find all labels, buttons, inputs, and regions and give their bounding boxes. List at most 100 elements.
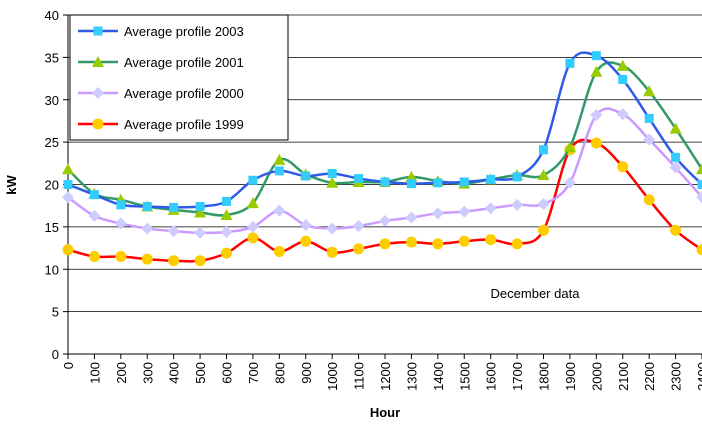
annotation: December data [491,286,581,301]
marker [669,122,682,134]
marker [88,251,100,263]
marker [167,225,180,238]
marker [538,224,549,236]
x-tick-label: 300 [140,362,155,384]
marker [246,220,259,233]
marker [511,198,524,211]
marker [433,178,443,188]
marker [669,161,682,174]
marker [590,65,603,77]
marker [299,219,312,232]
marker [221,247,232,259]
marker [486,174,496,184]
legend-label: Average profile 2003 [124,24,244,39]
marker [696,244,702,256]
marker [248,175,258,185]
legend-box [69,14,289,141]
marker [141,253,153,265]
x-tick-label: 800 [272,362,287,384]
legend-label: Average profile 2001 [124,55,244,70]
marker [618,74,628,84]
x-tick-label: 1200 [378,362,393,391]
y-tick-label: 15 [45,220,59,235]
marker [141,222,154,235]
marker [590,109,603,122]
marker [194,255,206,267]
x-tick-label: 700 [246,362,261,384]
x-tick-label: 2000 [589,362,604,391]
marker [116,200,126,210]
marker [643,194,655,206]
marker [62,163,74,175]
marker [459,177,469,187]
legend: Average profile 2003 Average profile 2001… [69,14,289,141]
marker [537,169,550,181]
marker [590,137,602,149]
marker [670,224,682,236]
marker [565,58,575,68]
marker [643,85,656,97]
x-tick-label: 1500 [457,362,472,391]
marker [485,234,497,246]
marker [696,191,702,204]
marker [352,220,365,233]
marker [273,245,285,257]
marker [432,238,444,250]
marker [114,217,127,230]
marker [326,246,338,258]
marker [458,235,470,247]
y-tick-label: 30 [45,93,59,108]
marker [63,180,73,189]
marker [274,166,284,176]
x-tick-label: 2200 [642,362,657,391]
x-tick-label: 1000 [325,362,340,391]
marker [379,214,391,227]
x-tick-label: 400 [167,362,182,384]
marker [194,226,207,239]
marker [405,236,417,248]
marker [512,172,522,182]
x-tick-label: 1400 [431,362,446,391]
y-tick-label: 0 [52,347,59,362]
x-tick-label: 2400 [695,362,702,391]
x-tick-label: 600 [220,362,235,384]
marker [301,171,311,181]
x-tick-label: 0 [61,362,76,369]
x-tick-label: 1300 [404,362,419,391]
marker [539,145,548,155]
marker [591,51,601,61]
marker [220,209,233,221]
marker [379,238,391,250]
marker [194,206,207,218]
x-tick-label: 1100 [352,362,367,390]
marker [431,207,444,220]
marker [195,202,205,212]
marker [92,118,104,130]
x-tick-label: 1600 [484,362,499,391]
marker [671,152,681,162]
marker [405,170,418,182]
marker [458,205,471,218]
marker [273,204,286,217]
marker [563,141,576,153]
x-axis-label: Hour [370,405,400,420]
marker [273,153,286,165]
marker [511,238,523,250]
marker [484,202,497,215]
marker [643,133,656,146]
marker [537,197,550,210]
marker [246,197,259,209]
marker [644,113,654,123]
marker [115,251,127,263]
x-tick-label: 200 [114,362,129,384]
marker [142,202,152,212]
marker [169,202,179,212]
y-axis-label: kW [4,175,19,195]
marker [380,177,390,187]
marker [220,225,233,238]
y-tick-label: 35 [45,50,59,65]
x-tick-label: 2300 [669,362,684,391]
marker [354,174,364,184]
